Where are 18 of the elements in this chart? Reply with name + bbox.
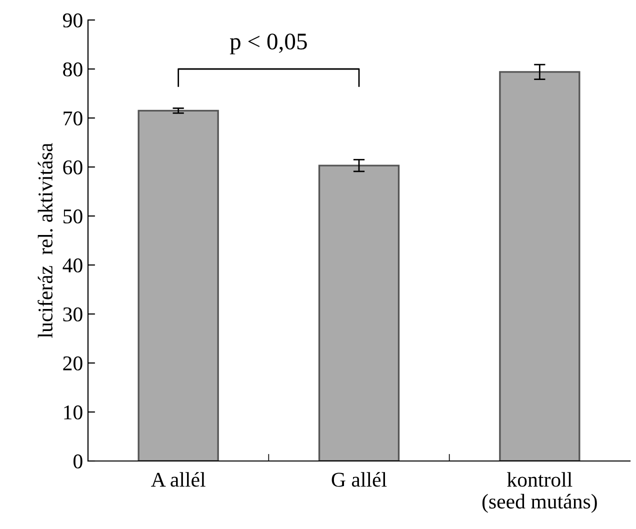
y-tick-label: 50: [64, 209, 82, 224]
y-tick-label: 90: [62, 13, 82, 28]
y-tick-label: 20: [63, 356, 82, 370]
y-tick-label: 60: [63, 160, 82, 174]
y-tick-label: 40: [62, 258, 82, 272]
y-tick-label: 80: [63, 62, 82, 76]
bar: [499, 71, 580, 461]
x-tick-label: A allél: [151, 472, 206, 487]
bar: [138, 110, 219, 461]
y-axis-title: luciferáz rel. aktivitása: [38, 143, 53, 338]
y-tick-label: 10: [64, 405, 82, 420]
y-tick-label: 0: [74, 454, 82, 468]
x-tick-label: kontroll (seed mutáns): [482, 472, 597, 513]
bar: [318, 164, 400, 461]
annotation: p < 0,05: [230, 34, 307, 54]
x-tick-label: G allél: [332, 472, 387, 487]
y-tick-label: 30: [63, 307, 82, 322]
y-tick-label: 70: [64, 111, 82, 126]
